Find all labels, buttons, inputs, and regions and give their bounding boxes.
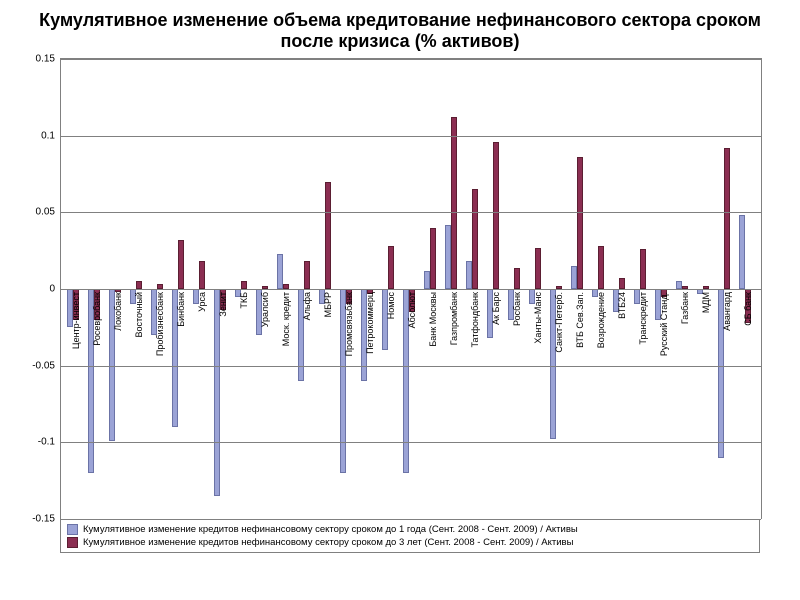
- bar-s2: [430, 228, 436, 289]
- gridline: [61, 136, 761, 137]
- bar-s2: [619, 278, 625, 289]
- bar-s2: [472, 189, 478, 289]
- legend-item: Кумулятивное изменение кредитов нефинанс…: [67, 523, 753, 536]
- y-axis-tick-label: -0.15: [32, 514, 61, 525]
- category-label: Ханты-Манс: [534, 292, 543, 344]
- category-label: Санкт-Петерб.: [555, 292, 564, 353]
- category-label: Зенит: [219, 292, 228, 317]
- legend-swatch: [67, 537, 78, 548]
- category-label: Промсвязьбанк: [345, 292, 354, 356]
- y-axis-tick-label: 0.15: [36, 54, 61, 65]
- category-label: Номос: [387, 292, 396, 319]
- category-label: Локобанк: [114, 292, 123, 331]
- bar-s2: [304, 261, 310, 289]
- category-label: ВТБ24: [618, 292, 627, 319]
- bar-s1: [739, 215, 745, 289]
- category-label: Возрождение: [597, 292, 606, 348]
- category-label: ВТБ Сев.Зап.: [576, 292, 585, 348]
- legend-item: Кумулятивное изменение кредитов нефинанс…: [67, 536, 753, 549]
- gridline: [61, 212, 761, 213]
- bar-s2: [724, 148, 730, 289]
- category-label: Росбанк: [513, 292, 522, 326]
- gridline: [61, 519, 761, 520]
- y-axis-tick-label: 0.05: [36, 207, 61, 218]
- bar-s2: [640, 249, 646, 289]
- bar-s2: [199, 261, 205, 289]
- legend-swatch: [67, 524, 78, 535]
- gridline: [61, 289, 761, 290]
- bar-s2: [178, 240, 184, 289]
- category-label: Уралсиб: [261, 292, 270, 327]
- category-label: Альфа: [303, 292, 312, 320]
- bar-s2: [598, 246, 604, 289]
- y-axis-tick-label: -0.05: [32, 360, 61, 371]
- y-axis-tick-label: -0.1: [38, 437, 61, 448]
- gridline: [61, 59, 761, 60]
- legend-label: Кумулятивное изменение кредитов нефинанс…: [83, 537, 573, 548]
- category-label: Газпромбанк: [450, 292, 459, 345]
- category-label: Урса: [198, 292, 207, 312]
- category-label: Восточный: [135, 292, 144, 338]
- bar-s2: [136, 281, 142, 289]
- y-axis-tick-label: 0: [49, 284, 61, 295]
- category-label: Абсолют: [408, 292, 417, 328]
- y-axis-tick-label: 0.1: [41, 130, 61, 141]
- category-label: Бинбанк: [177, 292, 186, 327]
- category-label: Центр-инвест: [72, 292, 81, 349]
- category-label: Русский Станд.: [660, 292, 669, 356]
- chart-legend: Кумулятивное изменение кредитов нефинанс…: [60, 519, 760, 553]
- chart-plot-area: Центр-инвест Росевробанк Локобанк Восточный…: [60, 58, 762, 519]
- category-label: МДМ: [702, 292, 711, 313]
- category-label: Транскредит: [639, 292, 648, 345]
- category-label: ТКБ: [240, 292, 249, 309]
- bar-s2: [514, 268, 520, 289]
- bar-s2: [493, 142, 499, 289]
- category-label: Моск. кредит: [282, 292, 291, 346]
- category-label: Газбанк: [681, 292, 690, 324]
- gridline: [61, 366, 761, 367]
- category-label: Пробизнесбанк: [156, 292, 165, 356]
- bar-s2: [535, 248, 541, 289]
- bar-s2: [388, 246, 394, 289]
- category-label: Авангард: [723, 292, 732, 331]
- chart-title: Кумулятивное изменение объема кредитован…: [0, 0, 800, 58]
- category-label: Татфондбанк: [471, 292, 480, 348]
- category-label: Росевробанк: [93, 292, 102, 346]
- legend-label: Кумулятивное изменение кредитов нефинанс…: [83, 524, 578, 535]
- bar-s1: [214, 289, 220, 496]
- category-label: Банк Москвы: [429, 292, 438, 347]
- category-label: МБРР: [324, 292, 333, 317]
- gridline: [61, 442, 761, 443]
- bar-s2: [451, 117, 457, 289]
- bar-s2: [241, 281, 247, 289]
- category-label: СБ банк: [744, 292, 753, 326]
- category-label: Петрокоммерц: [366, 292, 375, 354]
- bar-s2: [577, 157, 583, 289]
- category-label: Ак Барс: [492, 292, 501, 325]
- bar-s2: [325, 182, 331, 289]
